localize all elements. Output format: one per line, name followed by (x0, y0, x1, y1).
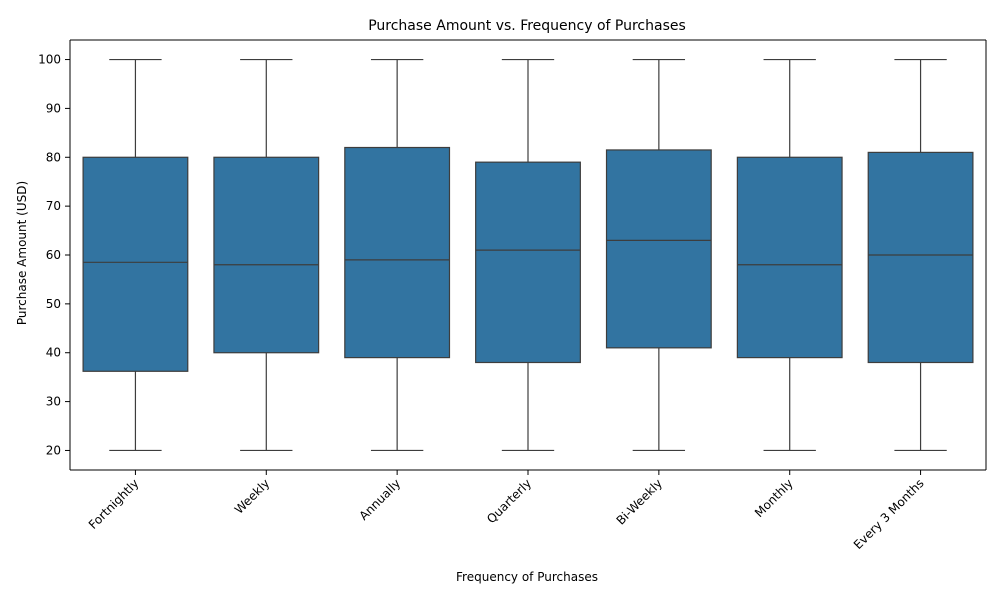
x-tick-label: Annually (356, 476, 403, 523)
plot-area: 20 30 40 50 60 70 80 90 100 Fortnightly Weekly Annu… (38, 39, 987, 552)
y-tick-label: 40 (46, 346, 61, 360)
y-tick-label: 50 (46, 297, 61, 311)
y-tick-label: 60 (46, 248, 61, 262)
y-tick-label: 100 (38, 53, 61, 67)
box-fortnightly (82, 156, 189, 372)
x-tick-label: Quarterly (484, 476, 534, 526)
x-tick-label: Weekly (232, 476, 273, 517)
y-tick-label: 30 (46, 395, 61, 409)
x-tick-label: Monthly (752, 476, 796, 520)
x-tick-label: Bi-Weekly (614, 476, 665, 527)
y-tick-label: 70 (46, 199, 61, 213)
box-quarterly (475, 161, 581, 364)
y-tick-label: 90 (46, 101, 61, 115)
chart-title: Purchase Amount vs. Frequency of Purchas… (368, 18, 686, 34)
x-tick-label: Fortnightly (86, 476, 142, 532)
box-every-3-months (867, 151, 974, 364)
y-axis-title: Purchase Amount (USD) (15, 181, 29, 325)
y-tick-label: 20 (46, 443, 61, 457)
box-annually (344, 146, 451, 359)
box-weekly (213, 156, 320, 354)
box-bi-weekly (605, 149, 712, 349)
x-axis-title: Frequency of Purchases (456, 570, 598, 584)
box-monthly (736, 156, 843, 359)
x-tick-label: Every 3 Months (851, 476, 927, 552)
y-tick-label: 80 (46, 150, 61, 164)
